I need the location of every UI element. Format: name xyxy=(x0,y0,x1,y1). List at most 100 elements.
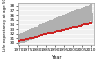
Point xyxy=(78,16,80,17)
Point xyxy=(71,12,72,13)
Point xyxy=(47,31,48,32)
Point xyxy=(91,8,92,9)
Point xyxy=(31,29,32,30)
Point xyxy=(82,25,83,26)
Point xyxy=(56,27,58,28)
Point xyxy=(62,25,63,26)
Point xyxy=(80,13,82,14)
Point xyxy=(76,22,78,23)
Point xyxy=(80,10,81,11)
Point xyxy=(42,30,44,32)
Point xyxy=(89,7,90,8)
Point xyxy=(69,25,71,26)
Point xyxy=(76,18,78,19)
Point xyxy=(83,9,85,10)
Point xyxy=(81,17,83,18)
Point xyxy=(53,27,54,28)
Point xyxy=(38,29,40,30)
Point xyxy=(69,14,70,15)
Point xyxy=(87,14,88,15)
Point xyxy=(35,30,36,31)
Point xyxy=(69,25,70,26)
Point xyxy=(91,16,92,17)
Point xyxy=(64,24,65,25)
Point xyxy=(62,27,63,28)
Point xyxy=(89,6,90,7)
Point xyxy=(55,19,56,20)
Point xyxy=(56,21,58,22)
Point xyxy=(70,27,72,28)
Point xyxy=(29,32,31,33)
Point xyxy=(89,20,90,21)
Point xyxy=(62,20,63,21)
Point xyxy=(91,5,92,6)
Point xyxy=(54,29,56,30)
Point xyxy=(55,22,56,23)
Point xyxy=(25,32,27,33)
Point xyxy=(33,28,34,29)
Point xyxy=(52,28,54,29)
Point xyxy=(52,20,54,21)
Point xyxy=(74,25,76,26)
Point xyxy=(85,10,87,11)
Point xyxy=(67,22,69,23)
Point xyxy=(22,41,24,42)
Point xyxy=(36,28,38,29)
Point xyxy=(58,18,60,19)
Point xyxy=(44,23,45,24)
Point xyxy=(74,10,76,11)
Point xyxy=(24,39,25,40)
Point xyxy=(74,26,76,27)
Point xyxy=(49,26,50,27)
Point xyxy=(78,11,79,12)
Point xyxy=(65,26,67,27)
Point xyxy=(72,17,74,18)
Point xyxy=(60,16,62,17)
Point xyxy=(45,31,47,32)
Point xyxy=(33,29,34,30)
Point xyxy=(73,20,74,21)
Point xyxy=(31,35,32,36)
Point xyxy=(43,24,45,25)
Point xyxy=(83,24,85,25)
Point xyxy=(87,21,89,22)
Point xyxy=(20,35,22,36)
Point xyxy=(52,30,54,31)
Point xyxy=(80,23,81,24)
Point xyxy=(78,19,79,20)
Point xyxy=(69,17,70,18)
Point xyxy=(36,31,38,32)
Point xyxy=(71,18,72,19)
Point xyxy=(31,33,32,34)
Point xyxy=(72,11,74,12)
Point xyxy=(34,33,36,34)
Point xyxy=(40,32,42,33)
Point xyxy=(82,13,83,14)
Point xyxy=(29,38,31,39)
Point xyxy=(74,21,76,22)
Point xyxy=(34,31,36,32)
Point xyxy=(85,22,87,23)
Point xyxy=(23,37,25,38)
Point xyxy=(35,36,36,37)
Point xyxy=(25,38,27,39)
Point xyxy=(47,31,49,32)
Point xyxy=(40,35,41,36)
Point xyxy=(25,37,27,38)
Point xyxy=(34,31,36,32)
Point xyxy=(73,23,74,24)
Point xyxy=(53,30,54,31)
Point xyxy=(33,38,34,39)
Point xyxy=(44,26,45,27)
Point xyxy=(22,37,23,38)
Point xyxy=(74,11,76,12)
Point xyxy=(23,34,25,35)
Point xyxy=(83,18,85,19)
Point xyxy=(44,27,45,28)
Point xyxy=(22,40,23,41)
Point xyxy=(80,19,81,20)
Point xyxy=(54,30,56,31)
Point xyxy=(56,26,58,27)
Point xyxy=(80,11,81,12)
Point xyxy=(35,29,36,30)
